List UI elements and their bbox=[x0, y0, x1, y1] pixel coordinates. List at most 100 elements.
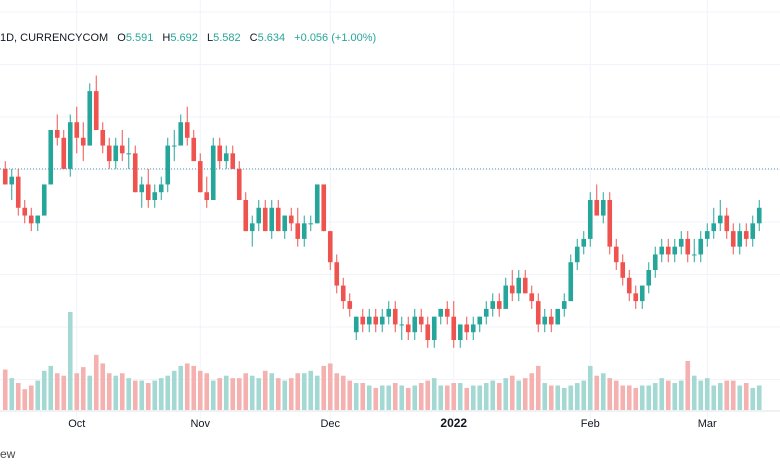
candle-body bbox=[717, 215, 723, 224]
volume-bar bbox=[48, 365, 54, 410]
volume-bar bbox=[373, 387, 379, 410]
volume-bar bbox=[314, 375, 320, 410]
symbol-label: 1D, CURRENCYCOM bbox=[0, 32, 109, 44]
volume-bar bbox=[457, 383, 463, 410]
volume-bar bbox=[106, 373, 112, 410]
candle-body bbox=[178, 122, 184, 146]
volume-bar bbox=[243, 373, 249, 410]
candle-body bbox=[269, 207, 275, 232]
volume-bar bbox=[54, 373, 60, 410]
close-label: C bbox=[249, 32, 258, 44]
volume-bar bbox=[535, 365, 541, 410]
volume-bar bbox=[366, 385, 372, 410]
candle-body bbox=[74, 122, 80, 138]
candle-body bbox=[223, 153, 229, 162]
volume-bar bbox=[353, 383, 359, 410]
candle-body bbox=[145, 184, 151, 200]
volume-bar bbox=[418, 383, 424, 410]
volume-bar bbox=[639, 385, 645, 410]
volume-bar bbox=[438, 385, 444, 410]
candle-body bbox=[184, 122, 190, 138]
candle-body bbox=[574, 246, 580, 263]
candle-body bbox=[477, 316, 483, 325]
volume-bar bbox=[100, 363, 106, 410]
volume-bar bbox=[80, 367, 86, 410]
candle-body bbox=[301, 223, 307, 239]
volume-bar bbox=[704, 378, 710, 410]
candle-body bbox=[113, 145, 119, 162]
candle-body bbox=[626, 277, 632, 294]
candle-body bbox=[509, 285, 515, 294]
candle-body bbox=[431, 316, 437, 340]
volume-bar bbox=[126, 378, 132, 410]
volume-bar bbox=[626, 385, 632, 410]
candle-body bbox=[41, 184, 47, 216]
change-value: +0.056 (+1.00%) bbox=[294, 32, 377, 44]
volume-bar bbox=[22, 389, 28, 410]
volume-bar bbox=[152, 380, 158, 410]
candle-body bbox=[418, 316, 424, 325]
candle-body bbox=[646, 270, 652, 286]
candle-body bbox=[54, 130, 60, 138]
candle-body bbox=[249, 223, 255, 232]
volume-bar bbox=[464, 387, 470, 410]
candle-body bbox=[139, 184, 145, 193]
candle-body bbox=[230, 153, 236, 169]
candle-body bbox=[80, 137, 86, 146]
volume-bar bbox=[444, 385, 450, 410]
candle-body bbox=[152, 192, 158, 200]
candle-body bbox=[262, 207, 268, 232]
candle-body bbox=[67, 122, 73, 169]
candle-body bbox=[483, 308, 489, 317]
volume-bar bbox=[256, 378, 262, 410]
volume-bar bbox=[28, 385, 34, 410]
volume-bar bbox=[197, 370, 203, 410]
candle-body bbox=[730, 231, 736, 247]
candle-body bbox=[48, 130, 54, 185]
candle-body bbox=[750, 223, 756, 239]
volume-bar bbox=[15, 383, 21, 410]
candle-body bbox=[561, 301, 567, 309]
volume-bar bbox=[392, 383, 398, 410]
candle-body bbox=[327, 231, 333, 263]
volume-bar bbox=[93, 354, 99, 410]
volume-bar bbox=[210, 380, 216, 410]
candle-body bbox=[633, 293, 639, 302]
candle-body bbox=[425, 324, 431, 340]
volume-bar bbox=[334, 373, 340, 410]
volume-bar bbox=[74, 373, 80, 410]
candle-body bbox=[399, 324, 405, 326]
volume-bar bbox=[236, 378, 242, 410]
volume-bar bbox=[230, 378, 236, 410]
volume-bar bbox=[308, 370, 314, 410]
candle-body bbox=[321, 184, 327, 232]
volume-bar bbox=[548, 385, 554, 410]
candle-body bbox=[587, 200, 593, 239]
volume-bar bbox=[9, 378, 15, 410]
volume-bar bbox=[574, 383, 580, 410]
candle-body bbox=[353, 316, 359, 333]
candle-body bbox=[607, 200, 613, 247]
volume-bar bbox=[275, 378, 281, 410]
volume-bar bbox=[633, 387, 639, 410]
candle-body bbox=[282, 215, 288, 232]
candle-body bbox=[106, 145, 112, 162]
candle-body bbox=[581, 238, 587, 247]
candle-body bbox=[652, 254, 658, 270]
volume-bar bbox=[249, 375, 255, 410]
volume-bar bbox=[743, 383, 749, 410]
volume-bar bbox=[431, 378, 437, 410]
x-tick-label: Mar bbox=[698, 418, 717, 430]
volume-bar bbox=[2, 369, 8, 410]
candle-body bbox=[347, 301, 353, 309]
candle-body bbox=[295, 223, 301, 239]
volume-bar bbox=[672, 383, 678, 410]
x-tick-label: Nov bbox=[190, 418, 210, 430]
volume-bar bbox=[399, 385, 405, 410]
volume-bar bbox=[581, 380, 587, 410]
volume-bar bbox=[165, 375, 171, 410]
volume-bar bbox=[561, 387, 567, 410]
candle-body bbox=[548, 316, 554, 325]
